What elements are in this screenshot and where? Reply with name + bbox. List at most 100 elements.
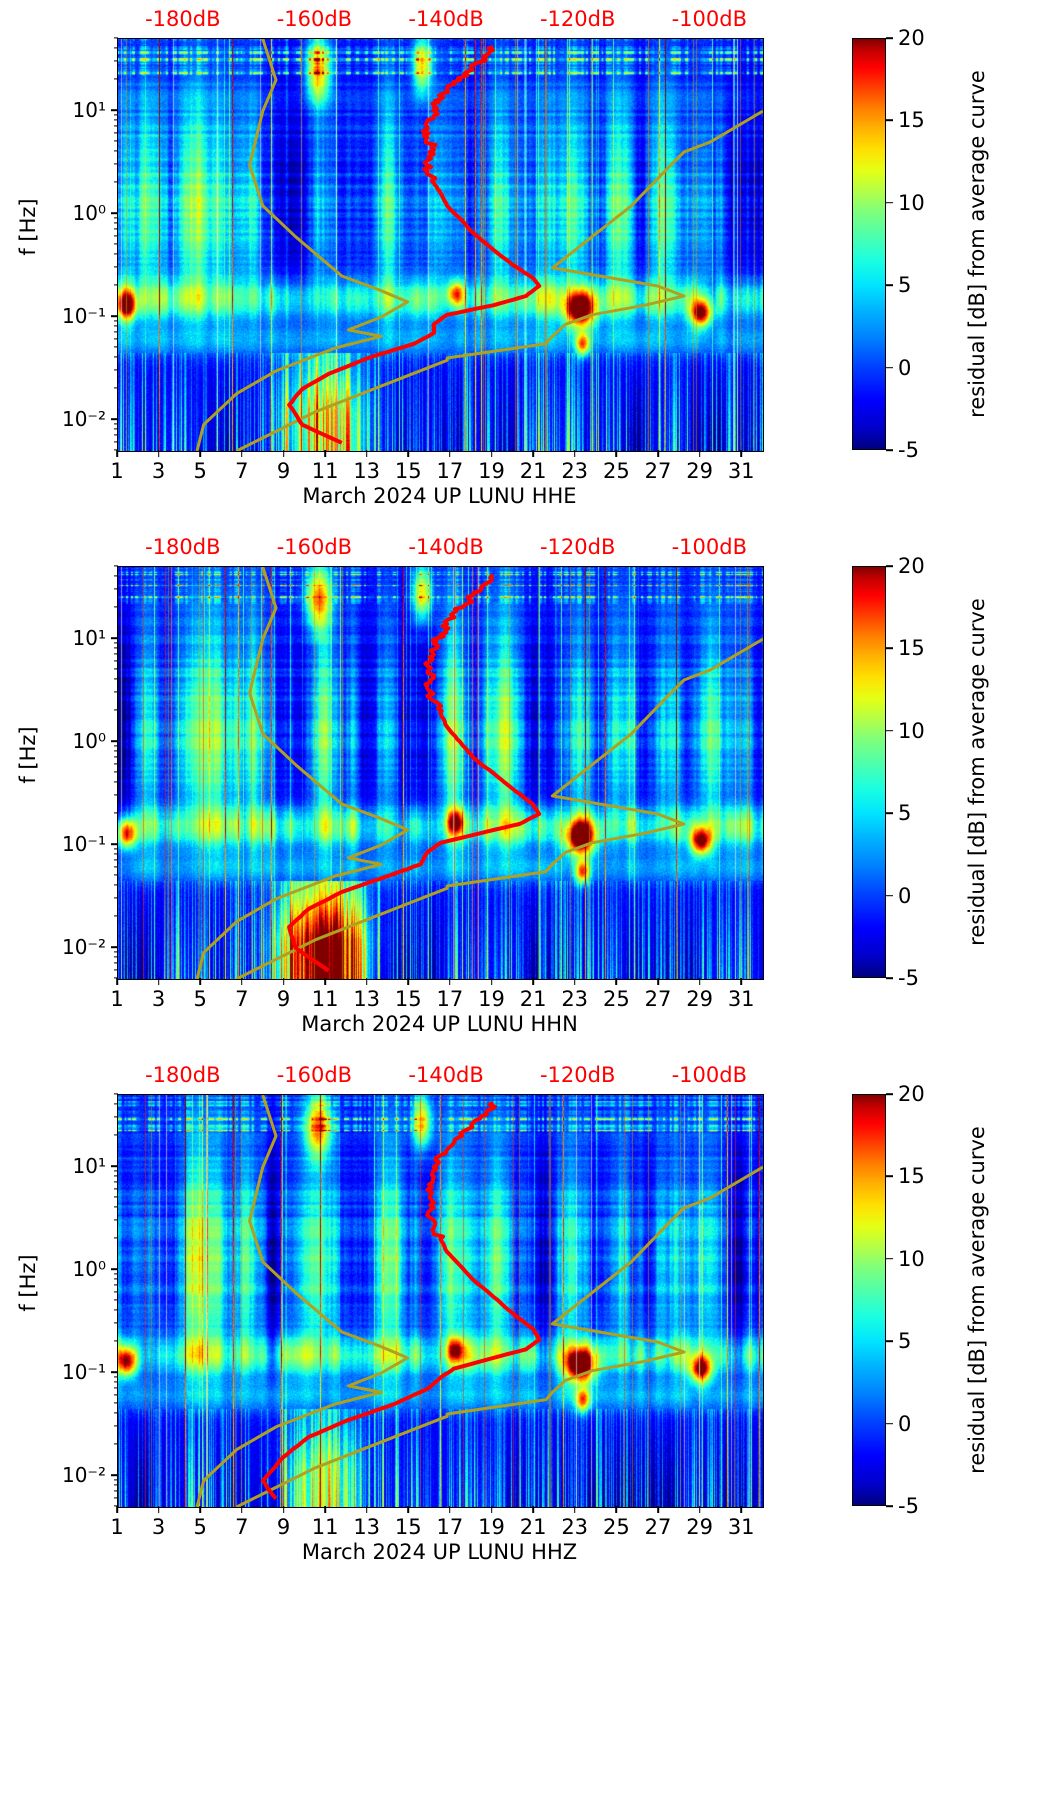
y-minor-tick xyxy=(114,441,118,443)
colorbar-gradient xyxy=(852,1094,886,1506)
y-axis-tick-labels: 10¹ 10⁰ 10⁻¹ 10⁻² xyxy=(40,38,106,450)
x-tick xyxy=(490,978,493,985)
y-tick-label: 10¹ xyxy=(72,1154,106,1178)
x-tick xyxy=(698,450,701,457)
colorbar-tick xyxy=(886,449,893,451)
x-tick-label: 15 xyxy=(394,1515,422,1539)
y-minor-tick xyxy=(114,338,118,340)
colorbar-tick-label: 20 xyxy=(898,26,925,50)
nlnm-curve xyxy=(195,567,410,979)
x-tick xyxy=(282,1506,285,1513)
x-tick xyxy=(573,450,576,457)
colorbar-tick-label: 20 xyxy=(898,1082,925,1106)
mean-psd-curve xyxy=(260,1101,542,1501)
colorbar-tick-label: 10 xyxy=(898,1246,925,1271)
colorbar-ticks xyxy=(886,565,894,979)
top-db-label: -180dB xyxy=(145,7,221,31)
x-tick-label: 29 xyxy=(686,459,713,483)
x-tick-label: 29 xyxy=(686,1515,713,1539)
y-minor-tick xyxy=(114,1116,118,1118)
nhnm-curve xyxy=(235,637,763,979)
colorbar-tick xyxy=(886,1257,893,1260)
y-minor-tick xyxy=(114,325,118,327)
colorbar-tick-label: 10 xyxy=(898,190,925,215)
y-minor-tick xyxy=(114,284,118,286)
y-minor-tick xyxy=(114,771,118,773)
y-tick xyxy=(111,1165,118,1167)
x-tick-label: 23 xyxy=(561,459,589,483)
x-axis-tick-labels: 1 3 5 7 9 11 13 15 17 19 21 23 25 27 29 31 xyxy=(110,459,762,485)
y-tick-label: 10⁻¹ xyxy=(61,832,106,856)
x-tick xyxy=(573,978,576,985)
y-minor-tick xyxy=(114,163,118,165)
x-tick-label: 1 xyxy=(110,1515,124,1539)
x-tick-label: 25 xyxy=(603,459,630,483)
x-tick xyxy=(532,978,534,985)
colorbar-tick xyxy=(886,1505,893,1507)
x-tick-label: 11 xyxy=(311,459,339,483)
colorbar-tick xyxy=(886,565,893,567)
x-tick xyxy=(740,450,742,457)
colorbar-tick xyxy=(886,284,893,286)
x-tick-label: 1 xyxy=(110,987,124,1011)
colorbar-tick-label: 15 xyxy=(898,636,925,661)
x-tick-label: 19 xyxy=(478,1515,505,1539)
x-tick-label: 17 xyxy=(436,987,464,1011)
y-minor-tick xyxy=(114,781,118,783)
y-minor-tick xyxy=(114,884,118,886)
x-axis-tick-labels: 1 3 5 7 9 11 13 15 17 19 21 23 25 27 29 31 xyxy=(110,1515,762,1541)
x-axis-ticks xyxy=(116,450,762,460)
y-minor-tick xyxy=(114,874,118,876)
colorbar-tick-labels: 20 15 10 5 0 -5 xyxy=(898,554,942,990)
y-minor-tick xyxy=(114,346,118,348)
y-axis-tick-labels: 10¹ 10⁰ 10⁻¹ 10⁻² xyxy=(40,1094,106,1506)
top-db-label: -100dB xyxy=(671,535,747,559)
panel-hhz: -180dB -160dB -140dB -120dB -100dB 10¹ 10⁰ 10⁻… xyxy=(0,1056,1052,1576)
colorbar-tick xyxy=(886,1175,893,1178)
top-db-label: -140dB xyxy=(408,7,484,31)
y-minor-tick xyxy=(114,47,118,49)
y-minor-tick xyxy=(114,222,118,224)
x-tick-label: 19 xyxy=(478,987,505,1011)
y-minor-tick xyxy=(114,756,118,758)
y-minor-tick xyxy=(114,1291,118,1293)
y-minor-tick xyxy=(114,1412,118,1414)
x-tick xyxy=(407,978,410,985)
colorbar-tick xyxy=(886,729,893,732)
top-db-label: -160dB xyxy=(276,7,353,31)
y-minor-tick xyxy=(114,1484,118,1486)
curve-overlay xyxy=(195,39,763,451)
nlnm-curve xyxy=(195,1095,410,1507)
y-minor-tick xyxy=(114,977,118,979)
x-tick-label: 23 xyxy=(561,1515,589,1539)
y-axis-ticks xyxy=(110,37,118,451)
x-tick xyxy=(240,450,243,457)
y-minor-tick xyxy=(114,962,118,964)
y-minor-tick xyxy=(114,1196,118,1198)
y-minor-tick xyxy=(114,1278,118,1280)
x-tick xyxy=(157,450,160,457)
x-tick xyxy=(449,978,451,985)
y-axis-tick-labels: 10¹ 10⁰ 10⁻¹ 10⁻² xyxy=(40,566,106,978)
y-minor-tick xyxy=(114,750,118,752)
x-tick xyxy=(407,450,410,457)
y-tick xyxy=(111,637,118,639)
x-tick-label: 11 xyxy=(311,1515,339,1539)
y-minor-tick xyxy=(114,1309,118,1311)
colorbar-tick-label: 15 xyxy=(898,108,925,133)
curve-overlay xyxy=(195,567,763,979)
y-minor-tick xyxy=(114,434,118,436)
x-tick-label: 3 xyxy=(151,987,166,1011)
y-minor-tick xyxy=(114,1093,118,1095)
colorbar: 20 15 10 5 0 -5 xyxy=(852,1082,925,1518)
y-minor-tick xyxy=(114,181,118,183)
spectrogram-axes xyxy=(117,1094,764,1508)
y-tick-label: 10⁻¹ xyxy=(61,1360,106,1384)
x-tick-label: 29 xyxy=(686,987,713,1011)
colorbar-tick-label: 0 xyxy=(898,355,912,380)
top-db-label: -160dB xyxy=(276,1063,353,1087)
colorbar-title-holder: residual [dB] from average curve xyxy=(960,566,994,978)
y-minor-tick xyxy=(114,1170,118,1172)
y-minor-tick xyxy=(114,1425,118,1427)
colorbar-tick-label: -5 xyxy=(898,966,919,990)
